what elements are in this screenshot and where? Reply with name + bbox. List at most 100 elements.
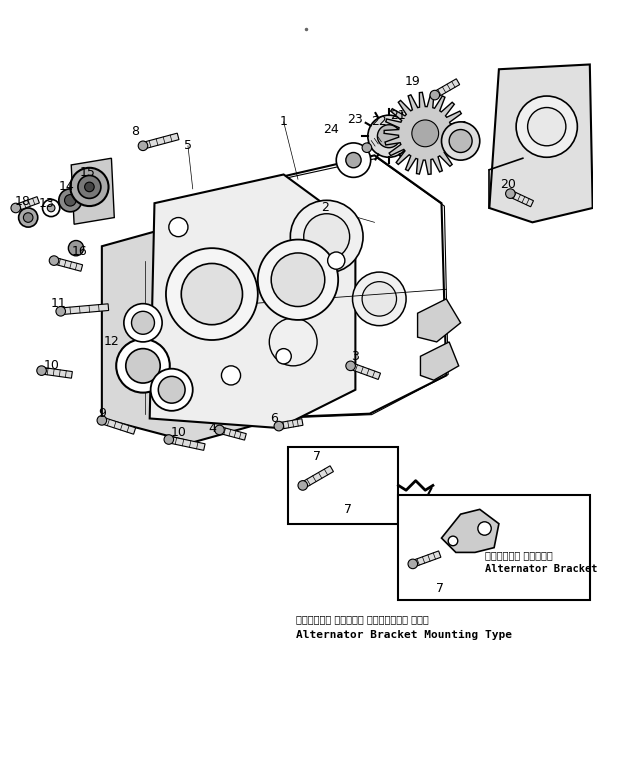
Circle shape [116, 339, 170, 393]
Polygon shape [301, 466, 334, 488]
Text: 11: 11 [51, 297, 67, 310]
Text: 8: 8 [132, 125, 139, 138]
Circle shape [166, 248, 258, 340]
Text: 5: 5 [184, 139, 192, 152]
Circle shape [336, 143, 371, 178]
Text: 10: 10 [171, 426, 186, 439]
Circle shape [430, 90, 439, 100]
Polygon shape [420, 342, 459, 380]
Text: 7: 7 [344, 503, 352, 516]
Circle shape [164, 434, 174, 444]
Polygon shape [418, 299, 460, 342]
Bar [399, 495, 590, 601]
Circle shape [124, 304, 162, 342]
Polygon shape [71, 158, 114, 225]
Circle shape [49, 256, 59, 265]
Circle shape [37, 366, 46, 375]
Circle shape [303, 214, 350, 260]
Text: オルタネータ ブラケット: オルタネータ ブラケット [485, 551, 552, 561]
Polygon shape [219, 427, 247, 440]
Polygon shape [278, 418, 303, 429]
Circle shape [138, 141, 148, 151]
Polygon shape [168, 436, 205, 451]
Polygon shape [150, 175, 355, 428]
Circle shape [448, 536, 458, 546]
Text: 7: 7 [313, 450, 321, 463]
Circle shape [271, 253, 325, 307]
Circle shape [298, 481, 308, 490]
Circle shape [412, 120, 439, 147]
Circle shape [132, 311, 154, 335]
Circle shape [478, 522, 491, 535]
Circle shape [19, 208, 38, 227]
Circle shape [11, 203, 20, 213]
Polygon shape [61, 304, 109, 315]
Polygon shape [433, 78, 460, 98]
Text: 20: 20 [501, 178, 517, 191]
Circle shape [362, 143, 371, 152]
Circle shape [408, 559, 418, 569]
Text: 16: 16 [72, 245, 88, 258]
Circle shape [346, 152, 361, 168]
Polygon shape [41, 368, 72, 378]
Text: オルタネータ ブラケット マウンティング タイプ: オルタネータ ブラケット マウンティング タイプ [296, 614, 429, 624]
Text: 6: 6 [270, 412, 278, 425]
Polygon shape [142, 133, 179, 149]
Circle shape [328, 252, 345, 269]
Polygon shape [509, 191, 533, 207]
Text: 14: 14 [59, 181, 74, 194]
Circle shape [276, 348, 291, 364]
Text: 19: 19 [405, 75, 421, 88]
Circle shape [441, 122, 480, 160]
Polygon shape [15, 197, 40, 211]
Bar [289, 447, 399, 524]
Circle shape [181, 264, 242, 325]
Circle shape [126, 348, 160, 383]
Circle shape [274, 421, 284, 431]
Text: 24: 24 [324, 123, 339, 136]
Text: 2: 2 [321, 201, 329, 215]
Circle shape [59, 189, 82, 211]
Text: Alternator Bracket: Alternator Bracket [485, 564, 597, 574]
Text: 12: 12 [104, 335, 119, 348]
Circle shape [169, 218, 188, 237]
Text: 3: 3 [352, 350, 359, 363]
Text: 4: 4 [208, 421, 216, 434]
Circle shape [56, 307, 66, 316]
Text: 10: 10 [43, 359, 59, 372]
Circle shape [43, 199, 60, 217]
Text: 9: 9 [98, 407, 106, 420]
Circle shape [151, 368, 193, 411]
Polygon shape [441, 509, 499, 552]
Circle shape [97, 415, 107, 425]
Circle shape [516, 96, 577, 158]
Circle shape [449, 129, 472, 152]
Polygon shape [349, 363, 381, 379]
Text: 22: 22 [371, 115, 387, 128]
Circle shape [528, 108, 566, 146]
Text: 23: 23 [347, 114, 363, 126]
Polygon shape [53, 258, 83, 271]
Text: 18: 18 [14, 195, 30, 208]
Circle shape [78, 175, 101, 198]
Polygon shape [489, 65, 593, 222]
Circle shape [69, 241, 83, 256]
Text: Alternator Bracket Mounting Type: Alternator Bracket Mounting Type [296, 630, 512, 640]
Circle shape [158, 376, 185, 403]
Circle shape [64, 195, 76, 206]
Circle shape [378, 125, 400, 148]
Text: 15: 15 [80, 166, 95, 179]
Polygon shape [102, 222, 279, 442]
Circle shape [48, 204, 55, 211]
Text: 1: 1 [280, 115, 287, 128]
Circle shape [269, 318, 317, 366]
Polygon shape [101, 418, 135, 434]
Polygon shape [365, 134, 384, 151]
Circle shape [214, 425, 224, 434]
Polygon shape [384, 92, 467, 175]
Circle shape [506, 189, 515, 198]
Circle shape [290, 200, 363, 273]
Text: 21: 21 [391, 108, 406, 122]
Circle shape [346, 361, 355, 371]
Circle shape [23, 213, 33, 222]
